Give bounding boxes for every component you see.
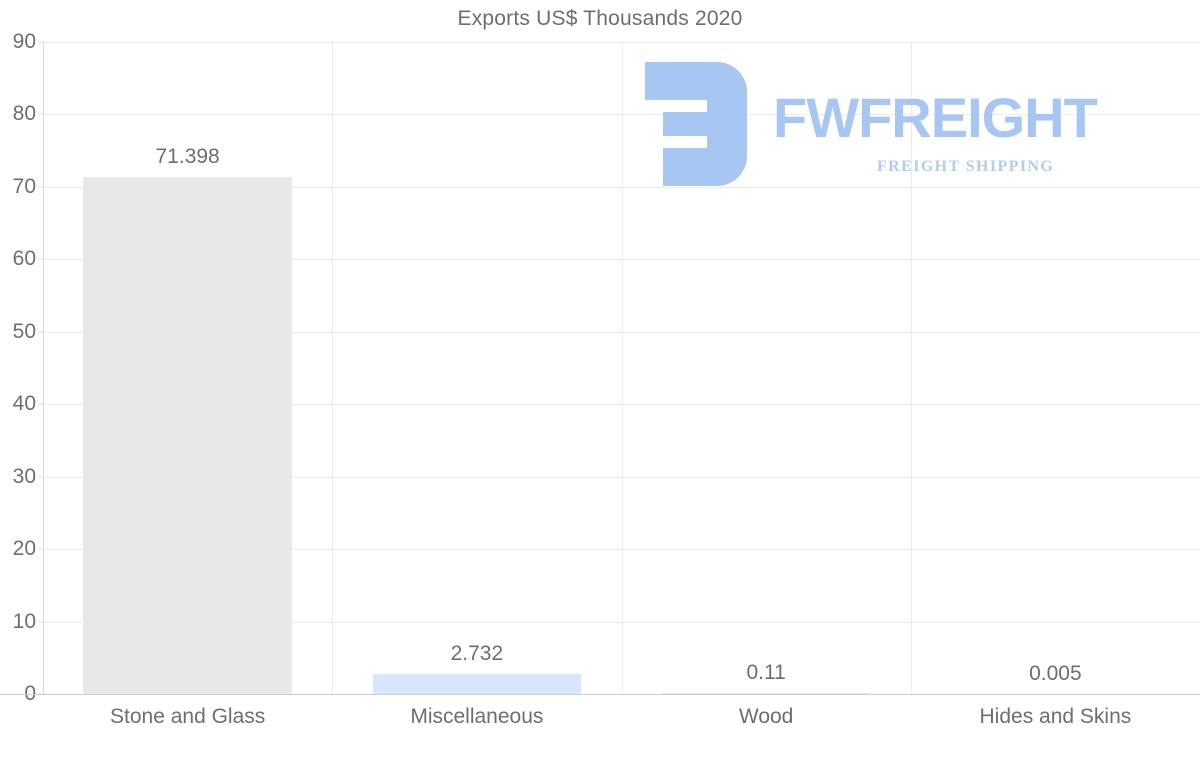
gridline [43,331,1200,333]
y-axis-tick-mark [38,548,44,550]
y-axis-tick-mark [38,186,44,188]
y-axis-line [43,42,44,695]
bar[interactable] [372,674,581,694]
y-axis-tick-label: 90 [12,30,36,53]
y-axis-tick-label: 0 [0,682,36,706]
bar-value-label: 2.732 [450,642,504,666]
y-axis-tick-mark [38,621,44,623]
gridline [43,42,1200,43]
x-axis-category-label: Miscellaneous [410,705,544,728]
gridline [43,404,1200,406]
y-axis-tick-label: 10 [12,609,36,633]
y-axis-tick-label: 20 [12,537,36,561]
category-separator [622,42,623,694]
y-axis-tick-label: 50 [12,319,36,343]
y-axis-tick-label: 80 [12,102,36,126]
y-axis-tick-label: 40 [12,392,36,416]
gridline [43,259,1200,261]
y-axis-tick-label: 60 [12,247,36,271]
category-separator [332,42,333,694]
y-axis-tick-label: 70 [12,174,36,198]
x-axis-category-label: Hides and Skins [979,705,1132,728]
y-axis-tick-mark [38,258,44,260]
y-axis-tick-mark [38,476,44,478]
x-axis-line [0,694,1200,695]
chart-title: Exports US$ Thousands 2020 [457,7,743,30]
y-axis-tick-mark [38,41,44,43]
bar-value-label: 0.005 [1029,661,1082,685]
x-axis-category-label: Stone and Glass [109,705,266,728]
gridline [43,621,1200,623]
y-axis-tick-mark [38,113,44,115]
bar[interactable] [661,693,871,694]
bar[interactable] [83,176,292,694]
gridline [43,476,1200,478]
gridline [43,114,1200,116]
plot-area [43,42,1200,695]
bar-value-label: 71.398 [155,144,220,168]
y-axis-tick-mark [38,403,44,405]
category-separator [911,42,912,694]
gridline [43,186,1200,188]
y-axis-tick-mark [38,331,44,333]
y-axis-tick-label: 30 [12,464,36,488]
gridline [43,549,1200,551]
bar-value-label: 0.11 [746,661,786,685]
x-axis-category-label: Wood [738,705,794,728]
